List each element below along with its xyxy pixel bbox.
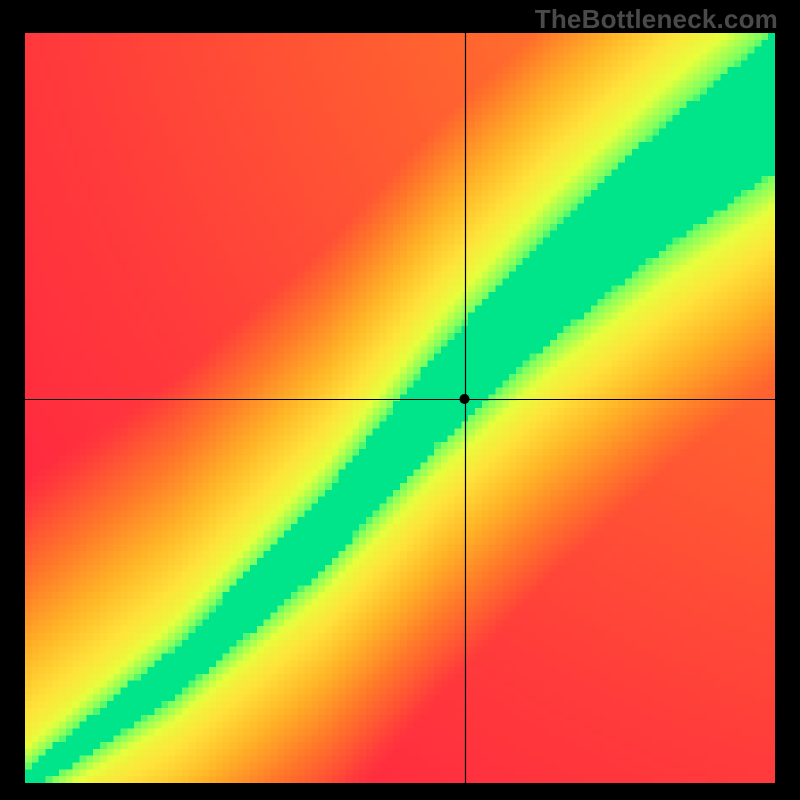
- crosshair-overlay: [25, 33, 775, 783]
- watermark-text: TheBottleneck.com: [535, 4, 778, 35]
